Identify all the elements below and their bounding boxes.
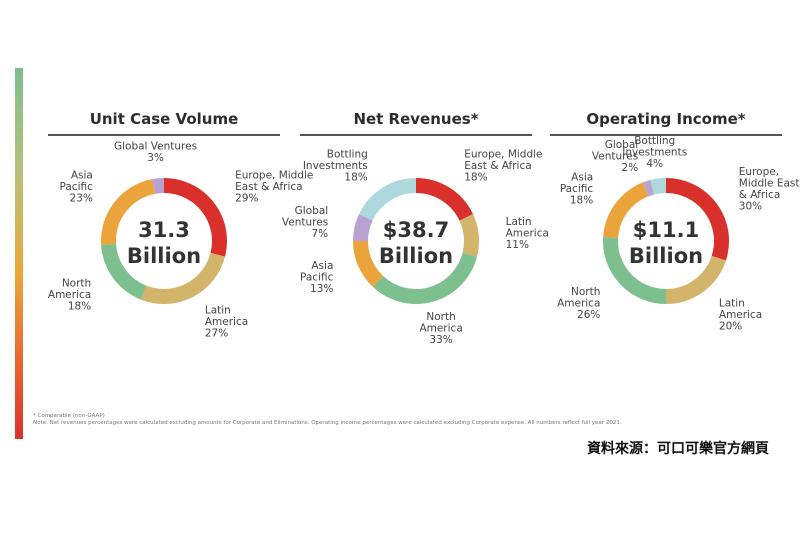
label-global-ventures: Global Ventures 3% (114, 141, 197, 165)
center-unit: Billion (379, 244, 453, 268)
slice-latin-america (459, 214, 479, 257)
slice-global-ventures (642, 179, 655, 197)
title-divider (300, 134, 532, 136)
center-unit: Billion (629, 244, 703, 268)
gradient-side-bar (15, 68, 23, 439)
net-revenues-donut: Europe, Middle East & Africa 18% Latin Ameri… (282, 149, 549, 346)
slice-north-america (603, 237, 667, 304)
slice-bottling-investments (358, 178, 417, 221)
label-north-america: North America 18% (48, 277, 91, 312)
label-europe-middle-east-africa: Europe, Middle East & Africa 29% (235, 169, 313, 204)
slice-europe-middle-east-africa (415, 178, 474, 221)
label-north-america: North America 26% (557, 286, 600, 321)
label-latin-america: Latin America 20% (719, 297, 762, 332)
unit-case-volume-donut: Europe, Middle East & Africa 29% Latin Ameri… (48, 141, 314, 340)
label-global-ventures: Global Ventures 7% (282, 205, 328, 240)
label-asia-pacific: Asia Pacific 23% (60, 169, 94, 204)
label-global-ventures: Global Ventures 2% (592, 139, 638, 174)
center-unit: Billion (127, 244, 201, 268)
slice-europe-middle-east-africa (163, 178, 227, 257)
label-latin-america: Latin America 11% (506, 216, 549, 251)
slice-bottling-investments (650, 178, 667, 195)
panel-title: Net Revenues* (353, 110, 479, 128)
title-divider (550, 134, 782, 136)
source-caption: 資料來源：可口可樂官方網頁 (587, 441, 769, 457)
label-europe-middle-east-africa: Europe, Middle East & Africa 18% (464, 149, 542, 184)
label-bottling-investments: Bottling Investments 18% (303, 149, 368, 184)
label-bottling-investments: Bottling Investments 4% (622, 135, 687, 170)
operating-income-donut: Europe, Middle East & Africa 30% Latin Americ… (557, 135, 799, 332)
label-asia-pacific: Asia Pacific 18% (560, 172, 594, 207)
slice-latin-america (140, 252, 226, 304)
label-north-america: North America 33% (419, 311, 462, 346)
operating-income-panel: Operating Income* Europe, Middle East & Af… (550, 110, 799, 400)
panel-title: Unit Case Volume (89, 110, 239, 128)
label-asia-pacific: Asia Pacific 13% (300, 260, 334, 295)
center-value: 31.3 (138, 218, 190, 242)
slice-asia-pacific (353, 240, 384, 287)
footnote-note: Note: Net revenues percentages were calc… (33, 420, 622, 426)
label-europe-middle-east-africa: Europe, Middle East & Africa 30% (739, 166, 800, 213)
panel-title: Operating Income* (586, 110, 746, 128)
unit-case-volume-panel: Unit Case Volume Europe, Middle East & Af… (48, 110, 314, 400)
footnote-comparable: * Comparable (non-GAAP) (33, 413, 105, 419)
label-latin-america: Latin America 27% (205, 305, 248, 340)
slice-europe-middle-east-africa (665, 178, 729, 261)
slice-asia-pacific (101, 179, 156, 245)
slice-global-ventures (152, 178, 165, 194)
center-value: $38.7 (383, 218, 449, 242)
slice-asia-pacific (603, 182, 649, 239)
center-value: $11.1 (633, 218, 699, 242)
slice-global-ventures (353, 214, 373, 242)
net-revenues-panel: Net Revenues* Europe, Middle East & Afric… (282, 110, 549, 400)
title-divider (48, 134, 280, 136)
slice-north-america (372, 252, 478, 304)
slice-north-america (101, 243, 147, 300)
slice-latin-america (665, 255, 726, 304)
